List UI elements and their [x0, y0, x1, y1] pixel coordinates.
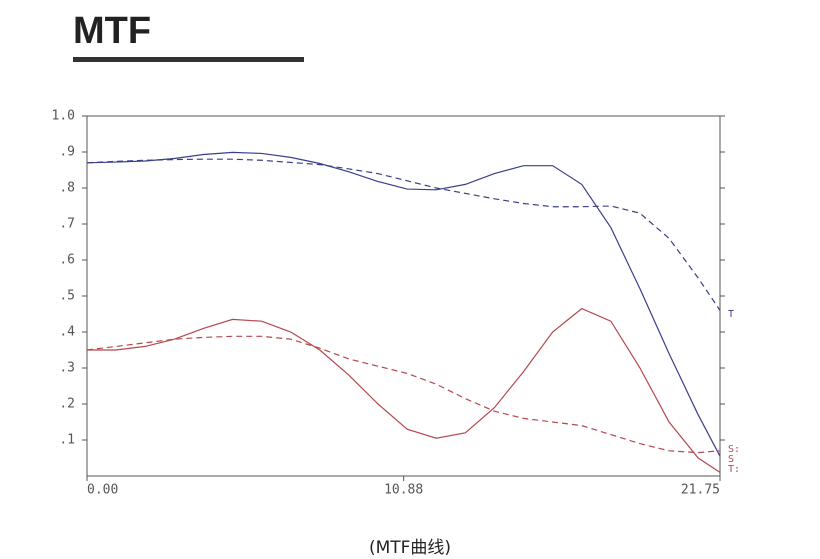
curve-label: T — [728, 309, 734, 320]
y-tick-label: .3 — [59, 361, 75, 376]
y-tick-label: .4 — [59, 325, 75, 340]
y-tick-label: .9 — [59, 145, 75, 160]
caption: (MTF曲线) — [368, 538, 452, 558]
y-tick-label: .5 — [59, 289, 75, 304]
plot-frame — [86, 115, 721, 477]
heading: MTF — [73, 10, 152, 52]
mtf-curve — [86, 151, 721, 457]
y-tick-label: .7 — [59, 217, 75, 232]
heading-rule — [73, 57, 304, 62]
y-tick-label: .1 — [59, 433, 75, 448]
y-tick-label: .6 — [59, 253, 75, 268]
y-tick-label: .2 — [59, 397, 75, 412]
mtf-curve — [86, 335, 721, 454]
mtf-curve — [86, 158, 721, 311]
x-tick-label: 0.00 — [87, 483, 118, 498]
mtf-curve — [87, 307, 721, 473]
curve-label: T: — [728, 464, 740, 475]
y-tick-label: 1.0 — [52, 109, 75, 124]
curve-label: S: — [728, 444, 740, 455]
y-tick-label: .8 — [59, 181, 75, 196]
x-tick-label: 21.75 — [681, 483, 720, 498]
x-tick-label: 10.88 — [384, 483, 423, 498]
curve-label: S — [728, 454, 734, 465]
